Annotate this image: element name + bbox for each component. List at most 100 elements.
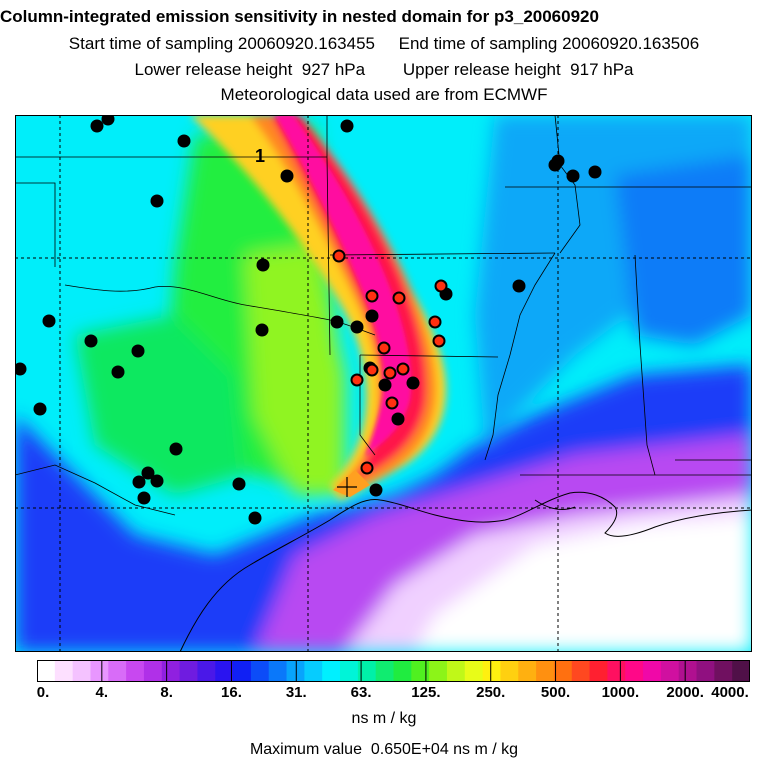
scale-swatch [393,660,412,682]
scale-swatch [482,660,501,682]
receptor-dot [369,483,383,497]
scale-swatch [215,660,234,682]
receptor-dot [248,511,262,525]
scale-swatch [90,660,109,682]
scale-tick-label: 125. [411,684,441,701]
flagged-dot [428,315,442,329]
scale-tick-label: 8. [160,684,173,701]
plot-title: Column-integrated emission sensitivity i… [0,7,599,26]
receptor-dot [137,491,151,505]
receptor-dot [150,474,164,488]
flagged-dot [385,396,399,410]
receptor-dot [255,323,269,337]
scale-frame [37,660,750,682]
receptor-dot [551,154,565,168]
scale-swatch [660,660,680,682]
receptor-dot [256,258,270,272]
scale-swatch [678,660,698,682]
maximum-value: Maximum value 0.650E+04 ns m / kg [249,741,519,758]
receptor-dot [232,477,246,491]
receptor-dot [169,442,183,456]
receptor-dot [84,334,98,348]
receptor-dot [141,466,155,480]
scale-swatch [553,660,573,682]
scale-tick-label: 1000. [601,684,640,701]
receptor-markers [15,115,602,525]
release-point-icon [337,477,357,497]
grid-lines [15,115,752,652]
flagged-dot [365,289,379,303]
scale-tick-label: 31. [285,684,307,701]
scale-swatch [197,660,216,682]
scale-tick-label: 250. [476,684,506,701]
receptor-dot [391,412,405,426]
scale-swatch [696,660,715,682]
scale-swatch [250,660,270,682]
receptor-dot [15,362,27,376]
scale-swatch [411,660,430,682]
receptor-dot [111,365,125,379]
receptor-dot [280,169,294,183]
flagged-dot [365,363,379,377]
flagged-dot [396,362,410,376]
receptor-dot [588,165,602,179]
scale-swatch [179,660,198,682]
coastline [179,491,752,652]
scale-swatch [536,660,555,682]
scale-swatch [446,660,466,682]
scale-swatch [732,660,750,682]
contour-label: 1 [255,146,265,166]
scale-swatch [518,660,537,682]
scale-tick-label: 63. [350,684,372,701]
scale-swatch [340,660,359,682]
scale-swatch [161,660,181,682]
release-heights: Lower release height 927 hPa Upper relea… [134,60,634,79]
receptor-dot [101,115,115,126]
scale-swatch [625,660,644,682]
scale-swatch [643,660,662,682]
receptor-dot [340,119,354,133]
scale-swatch [286,660,305,682]
flagged-dot [332,249,346,263]
scale-tick-label: 4. [95,684,109,701]
scale-swatch [126,660,145,682]
scale-swatch [233,660,252,682]
scale-swatch [37,660,56,682]
scale-units: ns m / kg [351,710,417,727]
scale-tick-label: 16. [221,684,242,701]
flagged-dot [377,341,391,355]
scale-swatch [304,660,323,682]
receptor-dot [177,134,191,148]
scale-swatch [322,660,341,682]
sampling-times: Start time of sampling 20060920.163455 E… [68,34,700,53]
flagged-dot [434,279,448,293]
scale-swatch [108,660,127,682]
receptor-dot [512,279,526,293]
scale-swatch [607,660,626,682]
plume-tail [333,470,370,497]
receptor-dot [330,315,344,329]
emission-sensitivity-map: 1 [15,115,752,652]
receptor-dot [132,475,146,489]
scale-tick-label: 0. [36,684,50,701]
scale-tick-label: 2000. [666,684,704,701]
flagged-dot [350,373,364,387]
receptor-dot [42,314,56,328]
scale-swatch [357,660,377,682]
met-data-source: Meteorological data used are from ECMWF [220,85,548,104]
receptor-dot [365,309,379,323]
scale-swatch [589,660,608,682]
scale-swatch [714,660,733,682]
receptor-dot [566,169,580,183]
receptor-dot [33,402,47,416]
scale-swatch [54,660,74,682]
flagged-dot [360,461,374,475]
map-frame [15,115,752,652]
scale-swatch [268,660,288,682]
scale-swatch [72,660,91,682]
scale-swatch [429,660,448,682]
scale-tick-label: 4000. [711,684,749,701]
receptor-dot [350,320,364,334]
color-scale-bar [37,660,750,682]
green-field-west [75,315,245,495]
